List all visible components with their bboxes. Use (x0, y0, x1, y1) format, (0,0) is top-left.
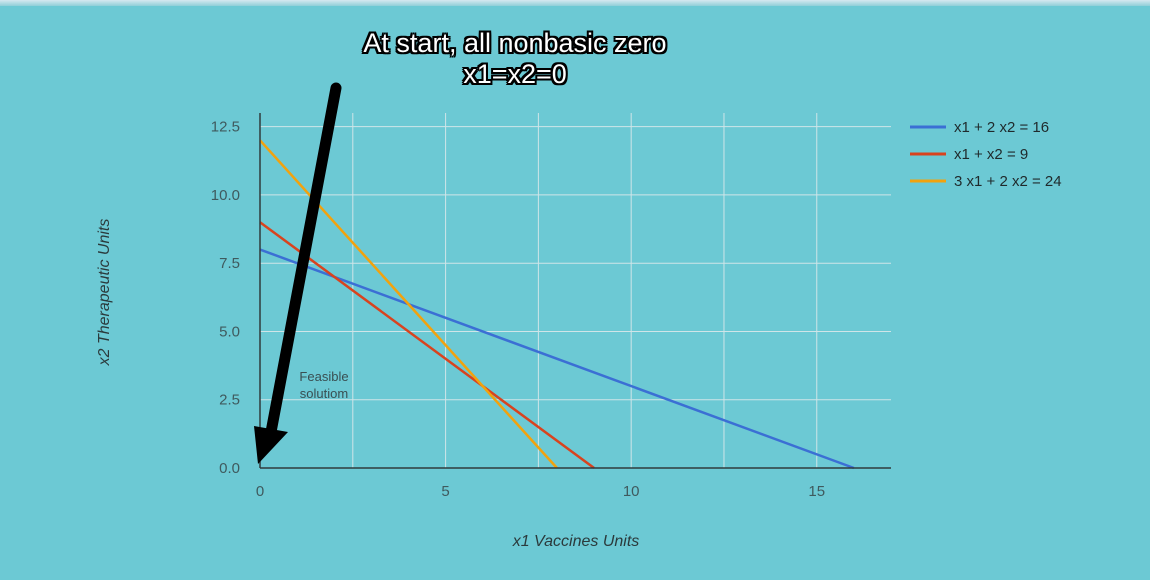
y-tick-label: 12.5 (211, 119, 240, 136)
title-line-2: x1=x2=0 (463, 59, 567, 89)
arrow-shaft (265, 82, 342, 438)
legend-label: x1 + 2 x2 = 16 (954, 119, 1049, 136)
y-tick-label: 7.5 (219, 255, 240, 272)
y-axis-title: x2 Therapeutic Units (96, 219, 113, 367)
title-line-1: At start, all nonbasic zero (363, 28, 667, 58)
chart-legend: x1 + 2 x2 = 16 x1 + x2 = 9 3 x1 + 2 x2 = 2… (910, 119, 1062, 190)
y-tick-label: 0.0 (219, 460, 240, 477)
x-tick-label: 5 (441, 483, 449, 500)
y-tick-label: 2.5 (219, 392, 240, 409)
annotation-line-1: Feasible (299, 369, 348, 384)
y-tick-label: 5.0 (219, 323, 240, 340)
chart-ticks: 0 5 10 15 0.0 2.5 5.0 7.5 10.0 12.5 (211, 119, 825, 500)
series-line (259, 248, 855, 470)
x-tick-label: 10 (623, 483, 640, 500)
chart-title-overlay: At start, all nonbasic zero x1=x2=0 (330, 28, 700, 90)
legend-label: 3 x1 + 2 x2 = 24 (954, 173, 1062, 190)
series-line (259, 221, 595, 470)
x-tick-label: 15 (808, 483, 825, 500)
series-line (259, 139, 558, 469)
legend-label: x1 + x2 = 9 (954, 146, 1028, 163)
feasible-annotation: Feasible solutiom (299, 369, 348, 401)
chart-series (259, 139, 855, 470)
x-tick-label: 0 (256, 483, 264, 500)
arrow-head (254, 426, 288, 464)
arrow-annotation (254, 82, 342, 464)
top-edge-strip (0, 0, 1150, 6)
chart-axes (259, 113, 891, 469)
annotation-line-2: solutiom (300, 386, 348, 401)
y-tick-label: 10.0 (211, 187, 240, 204)
chart-grid (260, 113, 891, 468)
x-axis-title: x1 Vaccines Units (512, 533, 640, 550)
